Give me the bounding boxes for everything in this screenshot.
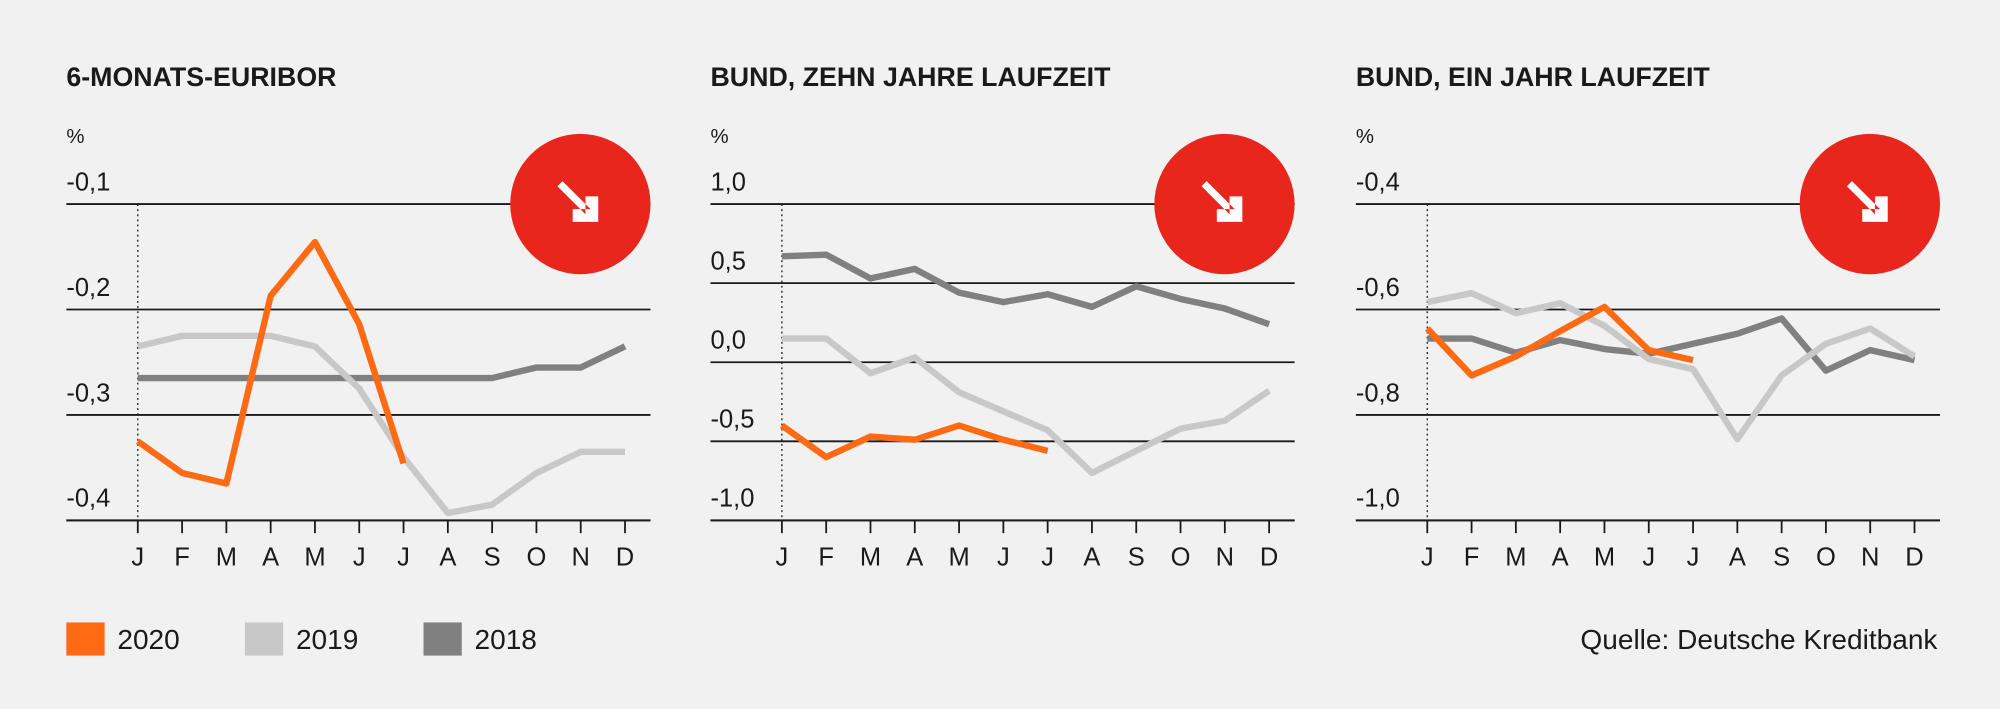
chart-title: BUND, ZEHN JAHRE LAUFZEIT — [710, 62, 1111, 92]
x-tick-label: J — [1642, 543, 1655, 571]
x-tick-label: F — [1464, 543, 1480, 571]
legend-label: 2018 — [475, 624, 537, 655]
y-axis-unit: % — [66, 126, 84, 148]
series-line — [135, 238, 407, 487]
x-tick-label: J — [397, 543, 410, 571]
chart-title: 6-MONATS-EURIBOR — [66, 62, 336, 92]
x-tick-label: J — [353, 543, 366, 571]
x-tick-label: J — [997, 543, 1010, 571]
y-tick-label: -0,6 — [1356, 274, 1400, 302]
x-tick-label: A — [906, 543, 923, 571]
series-line — [1426, 289, 1917, 443]
y-tick-label: -0,4 — [66, 485, 110, 513]
x-tick-label: J — [131, 543, 144, 571]
x-tick-label: J — [776, 543, 789, 571]
y-tick-label: 0,0 — [710, 327, 745, 355]
x-tick-label: O — [527, 543, 547, 571]
series-line — [1427, 315, 1916, 374]
y-tick-label: 0,5 — [710, 247, 745, 275]
chart-title: BUND, EIN JAHR LAUFZEIT — [1356, 62, 1711, 92]
x-tick-label: N — [572, 543, 590, 571]
trend-arrow — [1201, 181, 1243, 222]
trend-arrow — [1846, 181, 1888, 222]
x-tick-label: J — [1687, 543, 1700, 571]
series-line — [781, 251, 1271, 328]
series-line — [1424, 303, 1694, 379]
series-line — [780, 422, 1049, 461]
x-tick-label: A — [439, 543, 456, 571]
legend-swatch — [244, 622, 284, 656]
x-tick-label: O — [1171, 543, 1191, 571]
x-tick-label: J — [1041, 543, 1054, 571]
legend: 2020 2019 2018 — [66, 622, 537, 656]
x-tick-label: A — [1552, 543, 1569, 571]
x-tick-label: O — [1816, 543, 1836, 571]
x-tick-label: S — [1128, 543, 1145, 571]
x-tick-label: M — [1594, 543, 1615, 571]
y-tick-label: -0,2 — [66, 274, 110, 302]
x-tick-label: M — [216, 543, 237, 571]
trend-arrow — [557, 181, 599, 222]
legend-swatch — [423, 622, 462, 656]
x-tick-label: M — [304, 543, 325, 571]
y-tick-label: -0,4 — [1356, 168, 1400, 196]
x-tick-label: N — [1861, 543, 1879, 571]
x-tick-label: F — [818, 543, 834, 571]
y-tick-label: -0,8 — [1356, 379, 1400, 407]
x-tick-label: A — [262, 543, 279, 571]
x-tick-label: N — [1216, 543, 1234, 571]
series-line — [781, 335, 1271, 477]
x-tick-label: J — [1421, 543, 1434, 571]
y-tick-label: 1,0 — [710, 168, 745, 196]
y-tick-label: -1,0 — [1356, 485, 1400, 513]
x-tick-label: D — [1905, 543, 1923, 571]
source: Quelle: Deutsche Kreditbank — [1580, 624, 1938, 655]
x-tick-label: D — [616, 543, 634, 571]
x-tick-label: M — [1505, 543, 1526, 571]
x-tick-label: D — [1260, 543, 1278, 571]
y-tick-label: -1,0 — [710, 485, 754, 513]
y-axis-unit: % — [1356, 126, 1374, 148]
series-line — [137, 343, 627, 382]
legend-label: 2020 — [117, 624, 179, 655]
x-tick-label: A — [1083, 543, 1100, 571]
series-line — [137, 332, 626, 517]
x-tick-label: S — [484, 543, 501, 571]
x-tick-label: M — [948, 543, 969, 571]
y-tick-label: -0,5 — [710, 406, 754, 434]
x-tick-label: M — [860, 543, 881, 571]
y-tick-label: -0,1 — [66, 168, 110, 196]
x-tick-label: F — [174, 543, 190, 571]
y-axis-unit: % — [710, 126, 728, 148]
y-tick-label: -0,3 — [66, 379, 110, 407]
x-tick-label: A — [1729, 543, 1746, 571]
legend-swatch — [66, 622, 105, 656]
legend-label: 2019 — [296, 624, 358, 655]
x-tick-label: S — [1773, 543, 1790, 571]
